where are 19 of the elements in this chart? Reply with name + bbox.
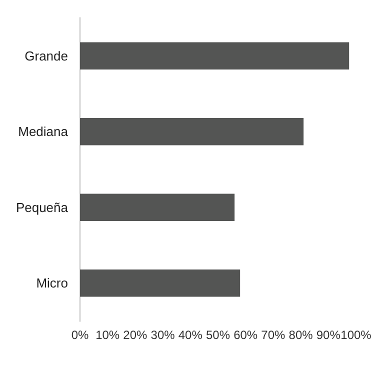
x-tick-label: 80% — [288, 328, 314, 342]
x-tick-label: 60% — [234, 328, 258, 342]
x-tick-label: 40% — [178, 328, 203, 342]
y-tick-label: Mediana — [18, 124, 69, 140]
x-tick-label: 100% — [340, 328, 372, 342]
x-tick-label: 20% — [123, 328, 148, 342]
x-tick-label: 70% — [261, 328, 286, 342]
x-tick-label: 10% — [96, 328, 120, 342]
y-tick-label: Grande — [24, 48, 68, 64]
x-tick-label: 30% — [150, 328, 176, 342]
x-tick-label: 50% — [206, 328, 230, 342]
bar — [80, 118, 304, 146]
y-tick-label: Pequeña — [16, 200, 69, 215]
bar — [80, 42, 350, 70]
y-tick-label: Micro — [36, 276, 68, 291]
x-tick-label: 90% — [316, 328, 341, 342]
bar — [80, 194, 235, 222]
bar — [80, 269, 240, 297]
x-tick-label: 0% — [71, 328, 89, 342]
